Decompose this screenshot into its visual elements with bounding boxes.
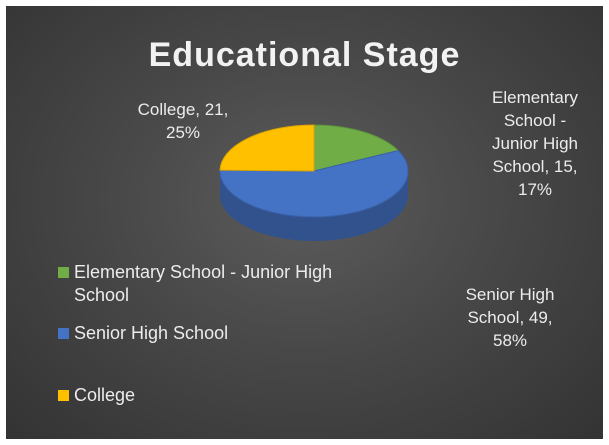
- legend-item-senior-high: Senior High School: [58, 322, 228, 345]
- pie-slice-2: [219, 124, 315, 172]
- data-label-senior-high: Senior High School, 49, 58%: [465, 285, 555, 350]
- legend-swatch-college: [58, 390, 69, 401]
- legend-label-senior-high: Senior High School: [74, 323, 229, 343]
- legend-item-elementary: Elementary School - Junior High School: [58, 261, 332, 307]
- pie-side-1: [220, 171, 408, 241]
- chart-title: Educational Stage: [148, 36, 461, 74]
- data-label-college: College, 21, 25%: [137, 100, 229, 142]
- pie-chart: [219, 124, 409, 241]
- legend-label-elementary: Elementary School - Junior High School: [74, 262, 333, 305]
- legend-item-college: College: [58, 384, 135, 407]
- legend-swatch-senior-high: [58, 328, 69, 339]
- pie-slice-0: [313, 124, 400, 172]
- pie-slice-1: [219, 149, 409, 218]
- legend-label-college: College: [74, 385, 136, 405]
- legend-swatch-elementary: [58, 267, 69, 278]
- data-label-elementary: Elementary School - Junior High School, …: [492, 88, 578, 199]
- chart-area: Educational Stage College, 21, 25% Eleme…: [6, 6, 603, 439]
